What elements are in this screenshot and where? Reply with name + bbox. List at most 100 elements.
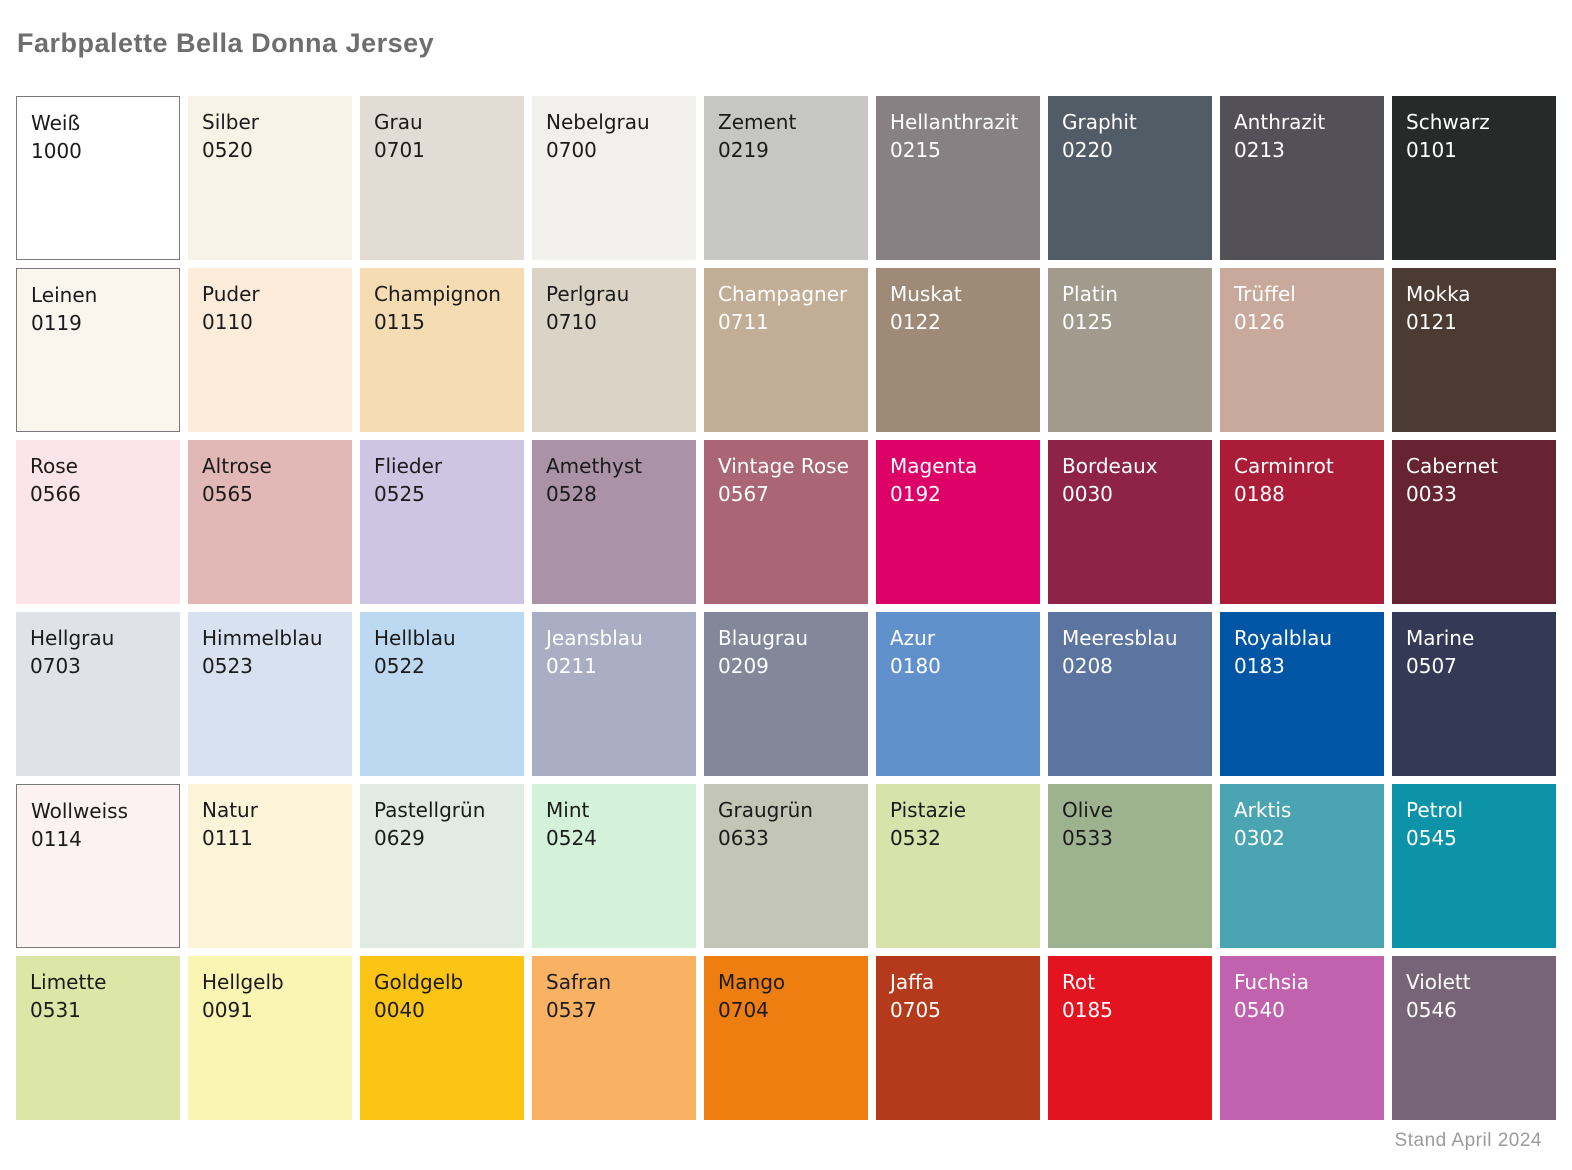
swatch-code: 0213 — [1234, 138, 1285, 162]
swatch-name: Perlgrau — [546, 282, 630, 306]
swatch-name: Natur — [202, 798, 258, 822]
color-swatch: Magenta 0192 — [876, 440, 1040, 604]
color-swatch: Weiß 1000 — [16, 96, 180, 260]
swatch-name: Meeresblau — [1062, 626, 1178, 650]
revision-date-label: Stand April 2024 — [1394, 1130, 1542, 1151]
color-swatch: Fuchsia 0540 — [1220, 956, 1384, 1120]
swatch-code: 0185 — [1062, 998, 1113, 1022]
color-swatch: Champagner 0711 — [704, 268, 868, 432]
swatch-code: 0192 — [890, 482, 941, 506]
color-swatch: Mango 0704 — [704, 956, 868, 1120]
swatch-name: Royalblau — [1234, 626, 1333, 650]
swatch-code: 0040 — [374, 998, 425, 1022]
swatch-name: Fuchsia — [1234, 970, 1309, 994]
swatch-name: Blaugrau — [718, 626, 809, 650]
color-swatch: Jaffa 0705 — [876, 956, 1040, 1120]
color-swatch: Violett 0546 — [1392, 956, 1556, 1120]
color-swatch: Rose 0566 — [16, 440, 180, 604]
color-swatch: Cabernet 0033 — [1392, 440, 1556, 604]
swatch-code: 0211 — [546, 654, 597, 678]
swatch-code: 0183 — [1234, 654, 1285, 678]
color-swatch: Hellblau 0522 — [360, 612, 524, 776]
swatch-name: Weiß — [31, 111, 81, 135]
swatch-name: Jeansblau — [546, 626, 643, 650]
swatch-code: 0522 — [374, 654, 425, 678]
color-swatch: Leinen 0119 — [16, 268, 180, 432]
swatch-name: Hellblau — [374, 626, 456, 650]
swatch-name: Muskat — [890, 282, 962, 306]
swatch-code: 0566 — [30, 482, 81, 506]
swatch-code: 0633 — [718, 826, 769, 850]
swatch-name: Carminrot — [1234, 454, 1334, 478]
swatch-code: 0125 — [1062, 310, 1113, 334]
swatch-code: 0115 — [374, 310, 425, 334]
swatch-name: Pistazie — [890, 798, 967, 822]
swatch-name: Hellgelb — [202, 970, 284, 994]
swatch-code: 0711 — [718, 310, 769, 334]
swatch-name: Leinen — [31, 283, 98, 307]
color-swatch: Royalblau 0183 — [1220, 612, 1384, 776]
color-swatch: Flieder 0525 — [360, 440, 524, 604]
color-swatch: Wollweiss 0114 — [16, 784, 180, 948]
swatch-code: 0302 — [1234, 826, 1285, 850]
color-swatch: Hellanthrazit 0215 — [876, 96, 1040, 260]
color-swatch: Bordeaux 0030 — [1048, 440, 1212, 604]
swatch-name: Grau — [374, 110, 423, 134]
swatch-name: Champignon — [374, 282, 501, 306]
swatch-code: 0110 — [202, 310, 253, 334]
swatch-name: Violett — [1406, 970, 1471, 994]
swatch-name: Olive — [1062, 798, 1113, 822]
swatch-name: Silber — [202, 110, 260, 134]
color-swatch: Silber 0520 — [188, 96, 352, 260]
swatch-name: Rose — [30, 454, 78, 478]
swatch-name: Mint — [546, 798, 590, 822]
swatch-code: 0126 — [1234, 310, 1285, 334]
swatch-name: Amethyst — [546, 454, 643, 478]
swatch-code: 0703 — [30, 654, 81, 678]
color-swatch: Nebelgrau 0700 — [532, 96, 696, 260]
swatch-code: 0033 — [1406, 482, 1457, 506]
swatch-code: 0567 — [718, 482, 769, 506]
swatch-code: 0537 — [546, 998, 597, 1022]
color-swatch: Pistazie 0532 — [876, 784, 1040, 948]
color-swatch: Goldgelb 0040 — [360, 956, 524, 1120]
color-swatch: Champignon 0115 — [360, 268, 524, 432]
swatch-name: Anthrazit — [1234, 110, 1326, 134]
swatch-code: 0523 — [202, 654, 253, 678]
color-swatch: Puder 0110 — [188, 268, 352, 432]
swatch-name: Champagner — [718, 282, 848, 306]
swatch-code: 0533 — [1062, 826, 1113, 850]
color-swatch: Blaugrau 0209 — [704, 612, 868, 776]
swatch-name: Hellgrau — [30, 626, 115, 650]
swatch-code: 0111 — [202, 826, 253, 850]
swatch-code: 0219 — [718, 138, 769, 162]
swatch-name: Wollweiss — [31, 799, 129, 823]
color-swatch: Safran 0537 — [532, 956, 696, 1120]
swatch-code: 0220 — [1062, 138, 1113, 162]
swatch-code: 0121 — [1406, 310, 1457, 334]
page-title: Farbpalette Bella Donna Jersey — [17, 28, 435, 58]
swatch-name: Altrose — [202, 454, 272, 478]
color-swatch: Hellgelb 0091 — [188, 956, 352, 1120]
color-swatch: Mint 0524 — [532, 784, 696, 948]
color-swatch: Graugrün 0633 — [704, 784, 868, 948]
swatch-name: Limette — [30, 970, 107, 994]
color-swatch: Muskat 0122 — [876, 268, 1040, 432]
swatch-code: 0565 — [202, 482, 253, 506]
color-swatch: Carminrot 0188 — [1220, 440, 1384, 604]
color-swatch: Natur 0111 — [188, 784, 352, 948]
swatch-code: 0704 — [718, 998, 769, 1022]
color-swatch: Pastellgrün 0629 — [360, 784, 524, 948]
swatch-name: Trüffel — [1234, 282, 1296, 306]
swatch-name: Himmelblau — [202, 626, 323, 650]
swatch-name: Bordeaux — [1062, 454, 1158, 478]
color-swatch: Hellgrau 0703 — [16, 612, 180, 776]
swatch-code: 0208 — [1062, 654, 1113, 678]
swatch-name: Platin — [1062, 282, 1118, 306]
swatch-code: 0710 — [546, 310, 597, 334]
color-swatch: Schwarz 0101 — [1392, 96, 1556, 260]
swatch-name: Flieder — [374, 454, 443, 478]
color-swatch: Limette 0531 — [16, 956, 180, 1120]
swatch-name: Arktis — [1234, 798, 1292, 822]
